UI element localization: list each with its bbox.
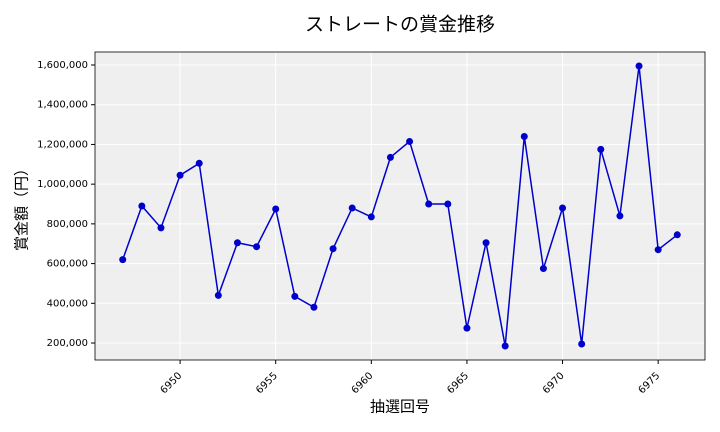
x-tick-label: 6975 xyxy=(637,370,663,396)
point xyxy=(520,132,528,140)
y-axis-label: 賞金額（円） xyxy=(13,161,31,251)
point xyxy=(635,62,643,70)
y-tick-label: 1,400,000 xyxy=(37,100,88,111)
plot-frame xyxy=(94,51,706,361)
point xyxy=(291,292,299,300)
point xyxy=(272,205,280,213)
point xyxy=(348,204,356,212)
y-tick-label: 200,000 xyxy=(47,338,88,349)
plot-area xyxy=(95,52,705,360)
point xyxy=(597,145,605,153)
x-tick-label: 6960 xyxy=(350,370,376,396)
point xyxy=(367,213,375,221)
point xyxy=(176,171,184,179)
chart-title: ストレートの賞金推移 xyxy=(305,14,495,36)
x-tick-label: 6955 xyxy=(254,370,280,396)
y-tick-label: 1,200,000 xyxy=(37,139,88,150)
point xyxy=(329,245,337,253)
point xyxy=(138,202,146,210)
point xyxy=(482,239,490,247)
x-axis-label: 抽選回号 xyxy=(370,398,430,416)
point xyxy=(195,159,203,167)
point xyxy=(253,243,261,251)
point xyxy=(616,212,624,220)
point xyxy=(425,200,433,208)
point xyxy=(444,200,452,208)
x-tick-label: 6950 xyxy=(159,370,185,396)
point xyxy=(539,265,547,273)
point xyxy=(233,239,241,247)
y-tick-label: 1,600,000 xyxy=(37,60,88,71)
point xyxy=(386,153,394,161)
y-tick-label: 400,000 xyxy=(47,298,88,309)
point xyxy=(310,303,318,311)
line xyxy=(122,65,678,347)
point xyxy=(214,291,222,299)
point xyxy=(501,342,509,350)
x-tick-label: 6965 xyxy=(445,370,471,396)
point xyxy=(406,137,414,145)
point xyxy=(559,204,567,212)
point xyxy=(157,224,165,232)
y-tick-label: 600,000 xyxy=(47,259,88,270)
x-tick-label: 6970 xyxy=(541,370,567,396)
point xyxy=(578,340,586,348)
y-tick-label: 800,000 xyxy=(47,219,88,230)
point xyxy=(673,231,681,239)
point xyxy=(119,256,127,264)
point xyxy=(463,324,471,332)
y-tick-label: 1,000,000 xyxy=(37,179,88,190)
point xyxy=(654,246,662,254)
